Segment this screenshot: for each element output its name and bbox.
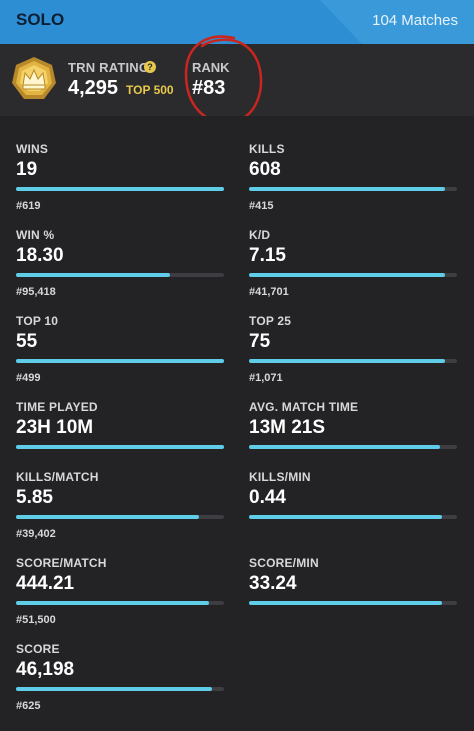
mode-bar (0, 0, 362, 44)
stat-rank: #39,402 (16, 528, 56, 540)
help-icon[interactable]: ? (144, 61, 156, 73)
stat-value: 19 (16, 159, 38, 180)
stat-wins: WINS 19 #619 (16, 142, 226, 212)
stat-value: 33.24 (249, 573, 297, 594)
stat-progress-fill (16, 359, 224, 363)
stat-label: TOP 25 (249, 314, 292, 328)
stat-progress-track (16, 687, 224, 691)
top-percentile-badge: TOP 500 (126, 83, 174, 97)
stat-progress-fill (16, 273, 170, 277)
stat-value: 75 (249, 331, 271, 352)
stat-progress-track (249, 273, 457, 277)
stat-label: KILLS/MATCH (16, 470, 99, 484)
stat-label: AVG. MATCH TIME (249, 400, 359, 414)
stat-progress-track (16, 445, 224, 449)
stat-label: WINS (16, 142, 49, 156)
stat-score-per-match: SCORE/MATCH 444.21 #51,500 (16, 556, 226, 626)
crown-badge-icon (12, 57, 56, 99)
rank-label: RANK (192, 60, 230, 75)
stat-kills-per-min: KILLS/MIN 0.44 (249, 470, 459, 519)
stat-label: KILLS (249, 142, 285, 156)
stat-progress-track (16, 187, 224, 191)
stat-value: 608 (249, 159, 281, 180)
stat-label: TOP 10 (16, 314, 59, 328)
stat-kd: K/D 7.15 #41,701 (249, 228, 459, 298)
stat-value: 46,198 (16, 659, 75, 680)
stat-value: 55 (16, 331, 38, 352)
stat-progress-track (249, 359, 457, 363)
stat-progress-fill (249, 273, 445, 277)
stat-progress-track (16, 273, 224, 277)
stat-rank: #415 (249, 200, 274, 212)
stat-value: 23H 10M (16, 417, 94, 438)
stat-label: SCORE (16, 642, 60, 656)
stat-progress-track (249, 601, 457, 605)
rank-value: #83 (192, 77, 226, 99)
stat-top-25: TOP 25 75 #1,071 (249, 314, 459, 384)
mode-title: SOLO (16, 10, 65, 29)
stat-label: K/D (249, 228, 271, 242)
stat-progress-fill (249, 601, 443, 605)
stats-grid: WINS 19 #619 KILLS 608 #415 WIN % 18.30 … (0, 116, 474, 731)
stat-value: 444.21 (16, 573, 75, 594)
stat-rank: #619 (16, 200, 41, 212)
stat-progress-fill (16, 687, 212, 691)
stat-time-played: TIME PLAYED 23H 10M (16, 400, 226, 449)
stat-rank: #499 (16, 372, 41, 384)
stat-label: TIME PLAYED (16, 400, 98, 414)
stat-label: SCORE/MATCH (16, 556, 107, 570)
stat-value: 5.85 (16, 487, 53, 508)
stat-progress-track (249, 515, 457, 519)
stat-progress-fill (16, 515, 200, 519)
stat-progress-track (16, 601, 224, 605)
stat-progress-fill (16, 601, 210, 605)
stat-progress-track (16, 515, 224, 519)
stat-progress-fill (249, 515, 443, 519)
stat-progress-fill (249, 187, 445, 191)
stat-label: KILLS/MIN (249, 470, 311, 484)
stat-kills: KILLS 608 #415 (249, 142, 459, 212)
stat-avg-match-time: AVG. MATCH TIME 13M 21S (249, 400, 459, 449)
stat-progress-fill (16, 187, 224, 191)
stat-label: SCORE/MIN (249, 556, 319, 570)
stat-rank: #95,418 (16, 286, 56, 298)
stat-progress-fill (16, 445, 224, 449)
trn-rating-label: TRN RATING (68, 60, 150, 75)
stat-top-10: TOP 10 55 #499 (16, 314, 226, 384)
stat-kills-per-match: KILLS/MATCH 5.85 #39,402 (16, 470, 226, 540)
stat-win-percent: WIN % 18.30 #95,418 (16, 228, 226, 298)
stat-value: 0.44 (249, 487, 286, 508)
stat-progress-fill (249, 359, 445, 363)
stat-value: 13M 21S (249, 417, 326, 438)
stat-rank: #51,500 (16, 614, 56, 626)
stat-score: SCORE 46,198 #625 (16, 642, 226, 712)
matches-count[interactable]: 104 Matches (372, 12, 458, 29)
stat-label: WIN % (16, 228, 55, 242)
stat-progress-track (249, 445, 457, 449)
stat-rank: #41,701 (249, 286, 289, 298)
stat-value: 18.30 (16, 245, 64, 266)
stat-progress-track (249, 187, 457, 191)
mode-header: SOLO 104 Matches (0, 0, 474, 44)
stat-rank: #1,071 (249, 372, 283, 384)
stat-progress-track (16, 359, 224, 363)
stat-rank: #625 (16, 700, 41, 712)
stat-progress-fill (249, 445, 441, 449)
stat-value: 7.15 (249, 245, 286, 266)
stat-score-per-min: SCORE/MIN 33.24 (249, 556, 459, 605)
trn-rating-value: 4,295 (68, 77, 119, 99)
